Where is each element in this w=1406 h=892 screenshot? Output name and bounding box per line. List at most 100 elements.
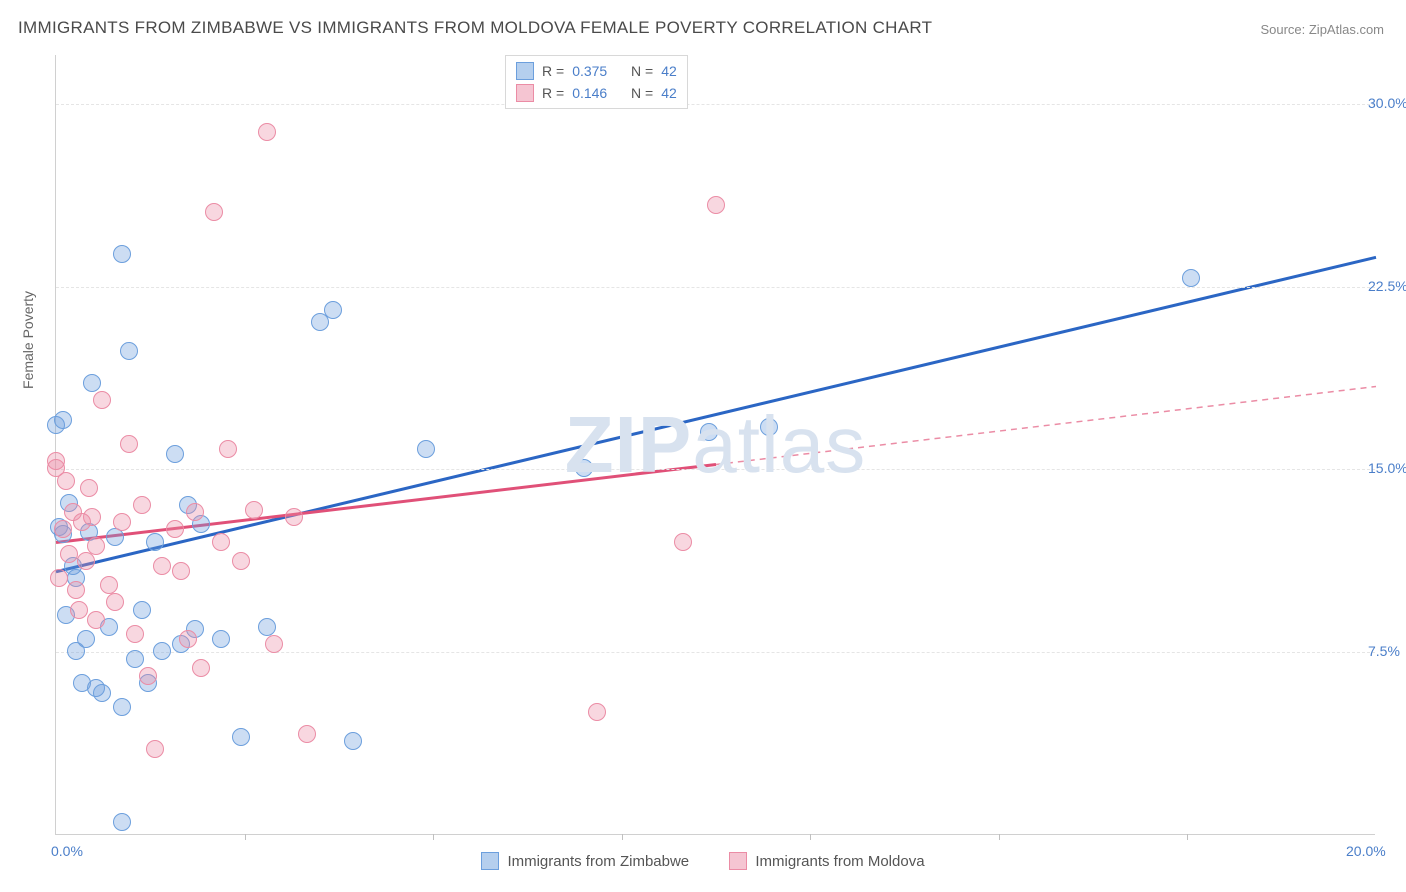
data-point-zimbabwe (166, 445, 184, 463)
data-point-moldova (70, 601, 88, 619)
n-value-zimbabwe: 42 (661, 63, 677, 79)
r-label: R = (542, 85, 564, 101)
data-point-moldova (139, 667, 157, 685)
data-point-zimbabwe (258, 618, 276, 636)
data-point-moldova (93, 391, 111, 409)
data-point-zimbabwe (760, 418, 778, 436)
series-legend: Immigrants from Zimbabwe Immigrants from… (0, 852, 1406, 874)
correlation-legend: R = 0.375 N = 42 R = 0.146 N = 42 (505, 55, 688, 109)
data-point-moldova (67, 581, 85, 599)
swatch-moldova-bottom (729, 852, 747, 870)
data-point-moldova (172, 562, 190, 580)
data-point-moldova (186, 503, 204, 521)
y-tick-label: 30.0% (1368, 95, 1406, 111)
data-point-moldova (166, 520, 184, 538)
data-point-moldova (54, 520, 72, 538)
legend-item-moldova: Immigrants from Moldova (729, 852, 924, 870)
data-point-moldova (298, 725, 316, 743)
n-value-moldova: 42 (661, 85, 677, 101)
data-point-moldova (179, 630, 197, 648)
legend-row-zimbabwe: R = 0.375 N = 42 (516, 60, 677, 82)
data-point-zimbabwe (93, 684, 111, 702)
data-point-zimbabwe (417, 440, 435, 458)
x-tick-mark (433, 834, 434, 840)
gridline (56, 287, 1375, 288)
data-point-zimbabwe (77, 630, 95, 648)
data-point-moldova (60, 545, 78, 563)
data-point-zimbabwe (153, 642, 171, 660)
data-point-moldova (113, 513, 131, 531)
data-point-zimbabwe (1182, 269, 1200, 287)
data-point-moldova (258, 123, 276, 141)
y-tick-label: 22.5% (1368, 278, 1406, 294)
swatch-zimbabwe-bottom (481, 852, 499, 870)
data-point-moldova (57, 472, 75, 490)
data-point-moldova (674, 533, 692, 551)
legend-label: Immigrants from Zimbabwe (507, 853, 689, 870)
legend-label: Immigrants from Moldova (755, 853, 924, 870)
x-tick-mark (622, 834, 623, 840)
data-point-moldova (87, 537, 105, 555)
data-point-moldova (83, 508, 101, 526)
data-point-moldova (205, 203, 223, 221)
data-point-moldova (245, 501, 263, 519)
x-tick-mark (245, 834, 246, 840)
data-point-zimbabwe (113, 813, 131, 831)
y-tick-label: 7.5% (1368, 643, 1406, 659)
swatch-moldova (516, 84, 534, 102)
data-point-zimbabwe (133, 601, 151, 619)
data-point-zimbabwe (126, 650, 144, 668)
y-axis-label: Female Poverty (20, 291, 36, 389)
r-label: R = (542, 63, 564, 79)
data-point-zimbabwe (232, 728, 250, 746)
data-point-zimbabwe (113, 698, 131, 716)
data-point-zimbabwe (700, 423, 718, 441)
data-point-moldova (232, 552, 250, 570)
data-point-zimbabwe (113, 245, 131, 263)
data-point-moldova (133, 496, 151, 514)
n-label: N = (631, 85, 653, 101)
data-point-zimbabwe (324, 301, 342, 319)
data-point-moldova (146, 740, 164, 758)
data-point-moldova (285, 508, 303, 526)
data-point-zimbabwe (120, 342, 138, 360)
gridline (56, 652, 1375, 653)
n-label: N = (631, 63, 653, 79)
chart-plot-area: ZIPatlas 7.5%15.0%22.5%30.0%0.0%20.0% (55, 55, 1375, 835)
data-point-moldova (588, 703, 606, 721)
data-point-moldova (100, 576, 118, 594)
x-tick-mark (1187, 834, 1188, 840)
data-point-moldova (120, 435, 138, 453)
data-point-moldova (106, 593, 124, 611)
data-point-moldova (153, 557, 171, 575)
trend-line (56, 257, 1376, 571)
legend-row-moldova: R = 0.146 N = 42 (516, 82, 677, 104)
data-point-moldova (80, 479, 98, 497)
chart-svg-layer (56, 55, 1375, 834)
data-point-zimbabwe (344, 732, 362, 750)
data-point-zimbabwe (54, 411, 72, 429)
r-value-moldova: 0.146 (572, 85, 607, 101)
chart-title: IMMIGRANTS FROM ZIMBABWE VS IMMIGRANTS F… (18, 18, 932, 38)
data-point-moldova (126, 625, 144, 643)
data-point-moldova (87, 611, 105, 629)
data-point-zimbabwe (575, 459, 593, 477)
data-point-moldova (219, 440, 237, 458)
trend-line (56, 465, 716, 543)
data-point-zimbabwe (146, 533, 164, 551)
swatch-zimbabwe (516, 62, 534, 80)
gridline (56, 104, 1375, 105)
data-point-moldova (212, 533, 230, 551)
data-point-zimbabwe (83, 374, 101, 392)
data-point-zimbabwe (212, 630, 230, 648)
r-value-zimbabwe: 0.375 (572, 63, 607, 79)
legend-item-zimbabwe: Immigrants from Zimbabwe (481, 852, 689, 870)
source-label: Source: ZipAtlas.com (1260, 22, 1384, 37)
x-tick-mark (999, 834, 1000, 840)
trend-line (716, 387, 1376, 465)
y-tick-label: 15.0% (1368, 460, 1406, 476)
gridline (56, 469, 1375, 470)
data-point-moldova (707, 196, 725, 214)
data-point-moldova (265, 635, 283, 653)
data-point-moldova (47, 452, 65, 470)
